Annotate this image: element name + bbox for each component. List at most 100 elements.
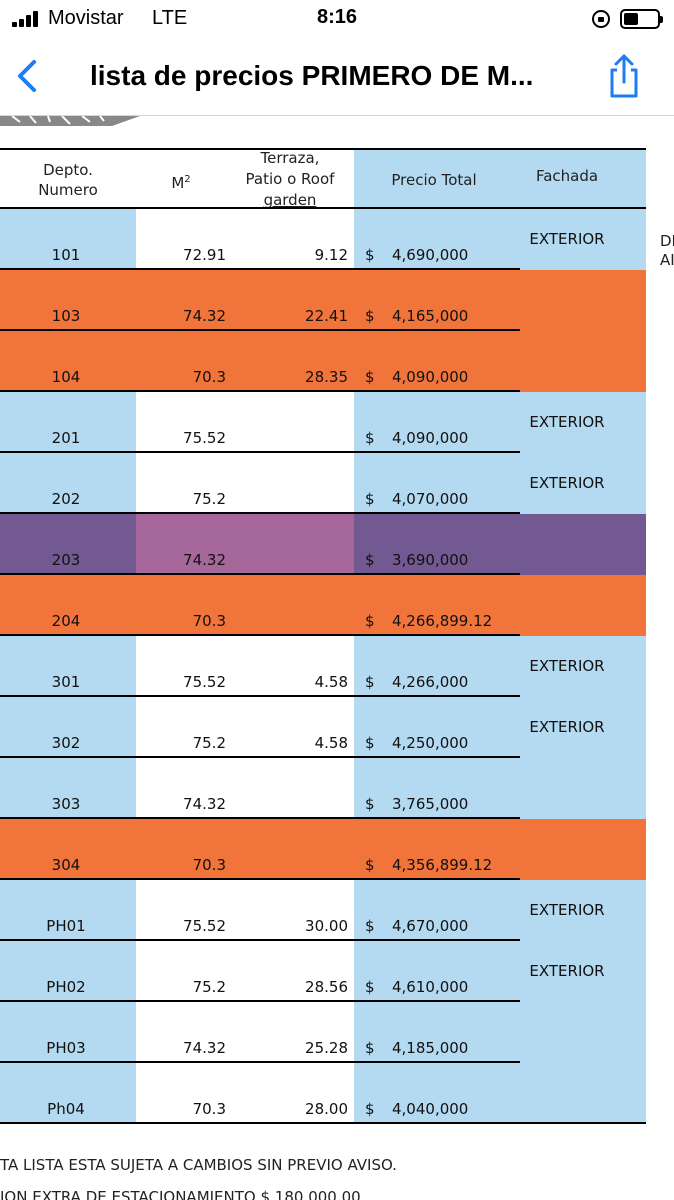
cell-depto: 101 (51, 246, 81, 264)
cell-depto: 301 (51, 673, 81, 691)
status-time: 8:16 (316, 6, 358, 28)
footer-note-changes: TA LISTA ESTA SUJETA A CAMBIOS SIN PREVI… (0, 1156, 397, 1174)
cell-depto: 304 (51, 856, 81, 874)
table-row: 303 74.32 $3,765,000 (0, 758, 646, 819)
table-row: 302 75.2 4.58 $4,250,000 EXTERIOR (0, 697, 646, 758)
cell-depto: PH02 (46, 978, 86, 996)
cell-currency: $ (365, 795, 375, 813)
cell-depto: 103 (51, 307, 81, 325)
chevron-left-icon (18, 60, 36, 92)
cell-fachada: EXTERIOR (529, 718, 605, 736)
cut-side-text: DI AI (660, 232, 674, 270)
cell-currency: $ (365, 917, 375, 935)
cell-precio: 4,090,000 (392, 429, 469, 447)
table-row: 304 70.3 $4,356,899.12 (0, 819, 646, 880)
cell-m2: 75.52 (183, 429, 226, 447)
cell-depto: PH03 (46, 1039, 86, 1057)
cell-depto: 302 (51, 734, 81, 752)
cell-precio: 4,356,899.12 (392, 856, 493, 874)
cell-terraza: 4.58 (314, 734, 348, 752)
cell-m2: 70.3 (192, 368, 226, 386)
cell-precio: 4,690,000 (392, 246, 469, 264)
table-row: 101 72.91 9.12 $4,690,000 EXTERIOR (0, 209, 646, 270)
document-viewer[interactable]: Depto. Numero M2 Terraza, Patio o Roof g… (0, 116, 674, 1200)
cell-precio: 4,070,000 (392, 490, 469, 508)
cell-m2: 75.52 (183, 673, 226, 691)
carrier-name: Movistar (48, 7, 124, 29)
cell-terraza: 9.12 (314, 246, 348, 264)
cell-depto: 303 (51, 795, 81, 813)
cell-depto: Ph04 (47, 1100, 85, 1118)
cell-precio: 4,266,899.12 (392, 612, 493, 630)
cell-m2: 70.3 (192, 856, 226, 874)
cell-depto: 104 (51, 368, 81, 386)
header-fachada: Fachada (535, 167, 599, 185)
header-terraza-line2: Patio o Roof (245, 170, 335, 188)
cell-currency: $ (365, 429, 375, 447)
table-row: 103 74.32 22.41 $4,165,000 (0, 270, 646, 331)
cell-precio: 4,250,000 (392, 734, 469, 752)
cell-precio: 4,610,000 (392, 978, 469, 996)
cell-m2: 74.32 (183, 795, 226, 813)
cell-m2: 70.3 (192, 612, 226, 630)
status-bar: Movistar LTE 8:16 (0, 0, 674, 40)
cell-currency: $ (365, 490, 375, 508)
cell-depto: 204 (51, 612, 81, 630)
logo-fragment (0, 116, 140, 126)
table-row: 104 70.3 28.35 $4,090,000 (0, 331, 646, 392)
header-terraza-line3: garden (263, 191, 317, 209)
header-m2-sup: 2 (184, 174, 191, 185)
footer-note-parking: ION EXTRA DE ESTACIONAMIENTO $ 180,000.0… (0, 1188, 361, 1200)
cell-currency: $ (365, 1039, 375, 1057)
cell-currency: $ (365, 368, 375, 386)
back-button[interactable] (12, 54, 46, 98)
table-row: 301 75.52 4.58 $4,266,000 EXTERIOR (0, 636, 646, 697)
header-m2: M2 (136, 170, 226, 193)
cell-fachada: EXTERIOR (529, 901, 605, 919)
side-text-line1: DI (660, 232, 674, 250)
rotation-lock-icon (592, 10, 610, 28)
cell-m2: 74.32 (183, 551, 226, 569)
share-button[interactable] (604, 52, 644, 100)
header-precio: Precio Total (391, 171, 477, 189)
cell-currency: $ (365, 551, 375, 569)
cell-precio: 4,670,000 (392, 917, 469, 935)
cell-currency: $ (365, 307, 375, 325)
cell-m2: 75.52 (183, 917, 226, 935)
table-row: 203 74.32 $3,690,000 (0, 514, 646, 575)
cell-m2: 75.2 (192, 490, 226, 508)
cell-precio: 4,165,000 (392, 307, 469, 325)
cell-depto: 202 (51, 490, 81, 508)
cell-currency: $ (365, 612, 375, 630)
cell-terraza: 30.00 (305, 917, 348, 935)
table-row: PH03 74.32 25.28 $4,185,000 (0, 1002, 646, 1063)
header-terraza-line1: Terraza, (260, 149, 320, 167)
cell-fachada: EXTERIOR (529, 413, 605, 431)
cell-fachada: EXTERIOR (529, 230, 605, 248)
table-row: Ph04 70.3 28.00 $4,040,000 (0, 1063, 646, 1124)
cell-precio: 4,266,000 (392, 673, 469, 691)
table-header-row: Depto. Numero M2 Terraza, Patio o Roof g… (0, 148, 646, 209)
side-text-line2: AI (660, 251, 674, 269)
cell-currency: $ (365, 734, 375, 752)
cell-m2: 70.3 (192, 1100, 226, 1118)
navigation-bar: lista de precios PRIMERO DE M... (0, 40, 674, 116)
cell-m2: 74.32 (183, 307, 226, 325)
document-title: lista de precios PRIMERO DE M... (90, 60, 534, 91)
cell-precio: 3,765,000 (392, 795, 469, 813)
battery-icon (620, 9, 663, 29)
cell-fachada: EXTERIOR (529, 657, 605, 675)
header-depto-line2: Numero (38, 181, 98, 199)
cell-currency: $ (365, 246, 375, 264)
cell-terraza: 4.58 (314, 673, 348, 691)
cell-terraza: 28.35 (305, 368, 348, 386)
cell-currency: $ (365, 673, 375, 691)
cell-m2: 75.2 (192, 978, 226, 996)
cell-m2: 72.91 (183, 246, 226, 264)
cell-m2: 74.32 (183, 1039, 226, 1057)
header-depto-line1: Depto. (43, 161, 93, 179)
table-row: PH02 75.2 28.56 $4,610,000 EXTERIOR (0, 941, 646, 1002)
header-m2-text: M (171, 174, 185, 192)
cell-precio: 4,040,000 (392, 1100, 469, 1118)
table-row: 201 75.52 $4,090,000 EXTERIOR (0, 392, 646, 453)
